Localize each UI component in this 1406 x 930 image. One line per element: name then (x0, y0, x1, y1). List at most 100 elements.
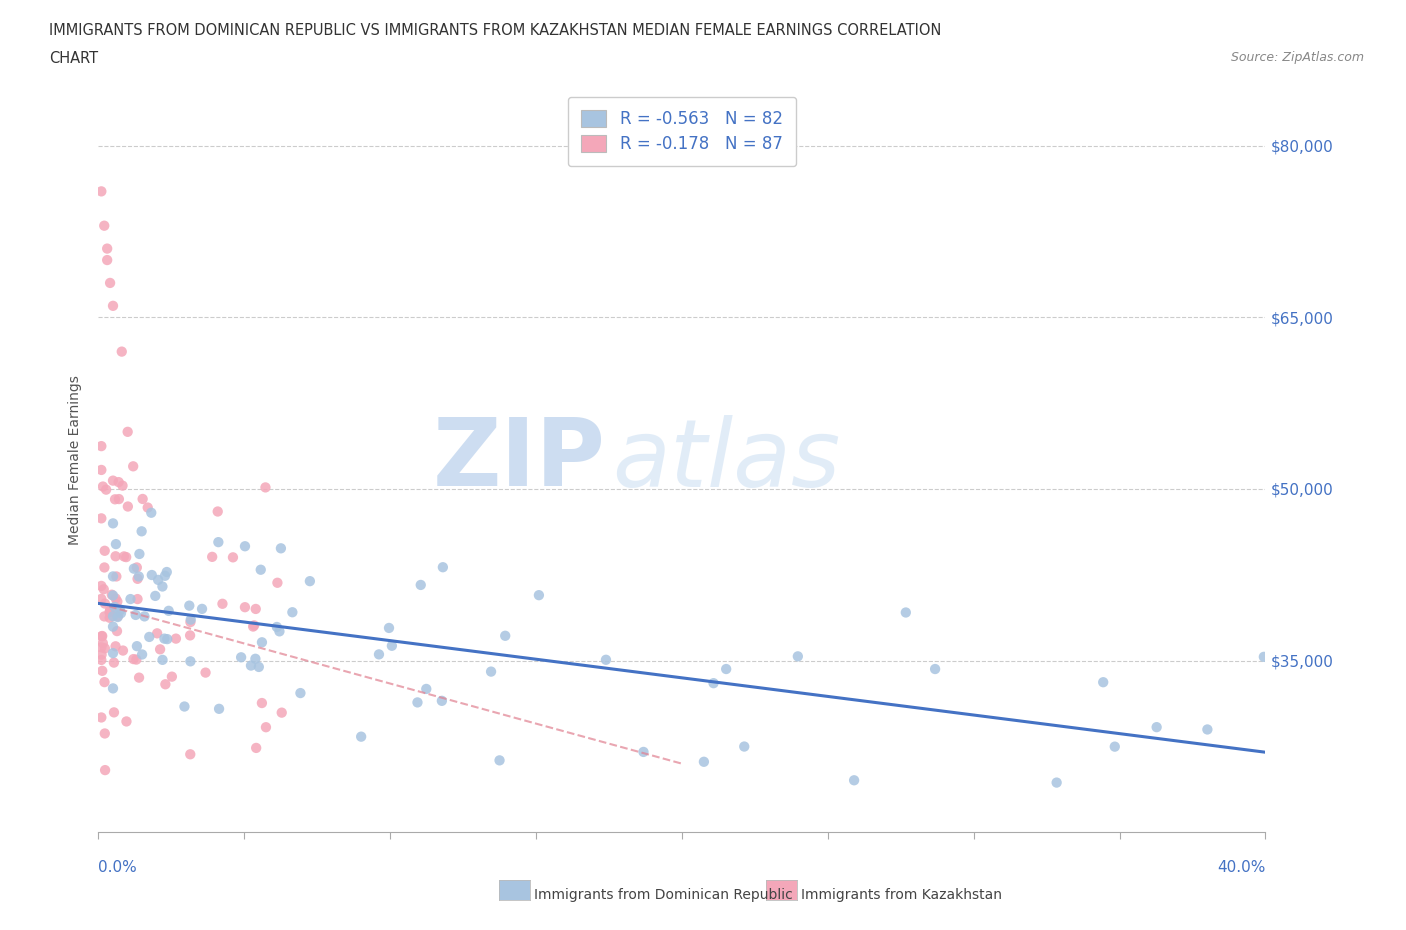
Point (1146, 720, 1168, 735)
Point (136, 500, 159, 515)
Point (595, 652, 617, 667)
Point (131, 524, 153, 538)
Point (104, 639, 127, 654)
Point (90, 462, 112, 477)
Point (239, 658, 262, 673)
Point (281, 604, 304, 619)
Point (733, 739, 755, 754)
Point (179, 628, 201, 643)
Point (111, 478, 134, 493)
Point (156, 631, 179, 646)
Point (90, 184, 112, 199)
Point (1092, 675, 1115, 690)
Text: 0.0%: 0.0% (98, 860, 138, 875)
Point (120, 591, 142, 606)
Point (245, 740, 267, 755)
Point (115, 714, 138, 729)
Point (207, 504, 229, 519)
Point (115, 550, 138, 565)
Point (93, 674, 115, 689)
Legend: R = -0.563   N = 82, R = -0.178   N = 87: R = -0.563 N = 82, R = -0.178 N = 87 (568, 97, 796, 166)
Point (93, 543, 115, 558)
Point (107, 610, 129, 625)
Point (110, 605, 132, 620)
Point (270, 541, 292, 556)
Point (104, 591, 127, 605)
Point (96, 241, 118, 256)
Point (112, 549, 135, 564)
Point (488, 753, 510, 768)
Point (693, 754, 716, 769)
Point (250, 696, 273, 711)
Point (131, 647, 153, 662)
Point (1197, 722, 1219, 737)
Point (254, 720, 277, 735)
Point (201, 550, 224, 565)
Point (430, 694, 453, 709)
Point (409, 578, 432, 592)
Point (122, 458, 145, 473)
Point (90, 710, 112, 724)
Point (90, 439, 112, 454)
Point (714, 661, 737, 676)
Point (179, 654, 201, 669)
Point (179, 598, 201, 613)
Point (90, 647, 112, 662)
Point (527, 588, 550, 603)
Point (269, 624, 291, 639)
Point (91, 663, 114, 678)
Point (179, 615, 201, 630)
Point (290, 685, 312, 700)
Point (270, 705, 292, 720)
Point (155, 677, 177, 692)
Point (245, 651, 267, 666)
Point (245, 602, 267, 617)
Point (127, 571, 149, 586)
Point (124, 607, 146, 622)
Point (90, 511, 112, 525)
Point (152, 653, 174, 668)
Point (98, 603, 121, 618)
Point (173, 699, 195, 714)
Point (494, 629, 516, 644)
Point (105, 569, 128, 584)
Point (194, 665, 217, 680)
Point (128, 671, 150, 685)
Point (107, 474, 129, 489)
Text: ZIP: ZIP (433, 415, 606, 506)
Point (157, 604, 180, 618)
Point (111, 644, 134, 658)
Point (90, 578, 112, 593)
Point (122, 561, 145, 576)
Point (1253, 649, 1275, 664)
Point (98, 610, 121, 625)
Point (165, 631, 187, 646)
Point (160, 670, 183, 684)
Point (242, 619, 264, 634)
Point (104, 537, 127, 551)
Point (233, 538, 256, 553)
Point (93, 560, 115, 575)
Point (91, 479, 114, 494)
Point (105, 594, 128, 609)
Point (108, 492, 131, 507)
Point (117, 499, 139, 514)
Point (786, 649, 808, 664)
Point (91, 636, 114, 651)
Point (207, 535, 229, 550)
Point (146, 626, 169, 641)
Point (90, 640, 112, 655)
Point (117, 424, 139, 439)
Point (180, 612, 202, 627)
Point (101, 516, 124, 531)
Point (101, 609, 124, 624)
Point (233, 600, 256, 615)
Point (107, 608, 129, 623)
Point (633, 745, 655, 760)
Point (104, 600, 127, 615)
Point (90, 629, 112, 644)
Point (122, 652, 145, 667)
Point (94, 641, 117, 656)
Point (432, 560, 454, 575)
Point (378, 620, 401, 635)
